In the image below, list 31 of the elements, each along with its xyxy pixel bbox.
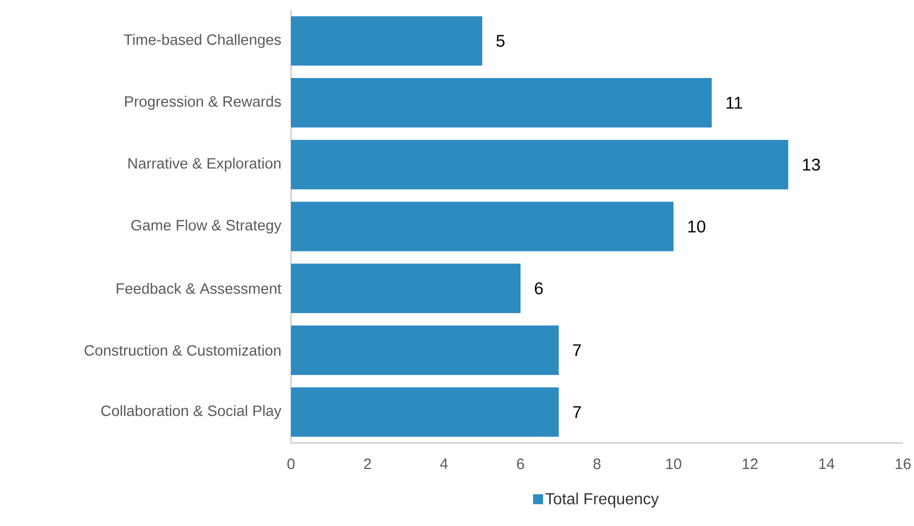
bar <box>291 387 559 437</box>
bar <box>291 325 559 375</box>
bar <box>291 140 788 190</box>
bar <box>291 202 674 252</box>
data-label: 11 <box>726 96 742 109</box>
x-tick-label: 10 <box>666 458 682 470</box>
x-tick-label: 2 <box>364 458 371 469</box>
data-label: 6 <box>534 282 543 294</box>
y-tick-label: Collaboration & Social Play <box>101 405 282 420</box>
data-label: 7 <box>573 406 581 418</box>
y-tick-label: Time-based Challenges <box>124 34 281 48</box>
y-tick-label: Narrative & Exploration <box>128 158 280 172</box>
bar <box>291 16 482 66</box>
legend-label: Total Frequency <box>545 492 659 508</box>
data-label: 13 <box>803 158 820 171</box>
x-tick-label: 16 <box>896 458 911 470</box>
y-tick-label: Construction & Customization <box>84 344 280 356</box>
y-tick-label: Progression & Rewards <box>125 96 281 110</box>
x-tick-label: 4 <box>440 458 448 469</box>
x-tick-label: 12 <box>742 458 758 469</box>
data-label: 7 <box>573 344 581 356</box>
x-tick-label: 8 <box>593 458 601 470</box>
y-tick-label: Game Flow & Strategy <box>131 220 282 234</box>
bar <box>291 264 520 314</box>
x-tick-label: 0 <box>287 458 295 470</box>
data-label: 5 <box>496 34 505 47</box>
x-tick-label: 6 <box>517 458 524 470</box>
bar <box>291 78 712 128</box>
data-label: 10 <box>688 220 706 233</box>
y-tick-label: Feedback & Assessment <box>116 282 282 294</box>
x-tick-label: 14 <box>819 458 834 469</box>
